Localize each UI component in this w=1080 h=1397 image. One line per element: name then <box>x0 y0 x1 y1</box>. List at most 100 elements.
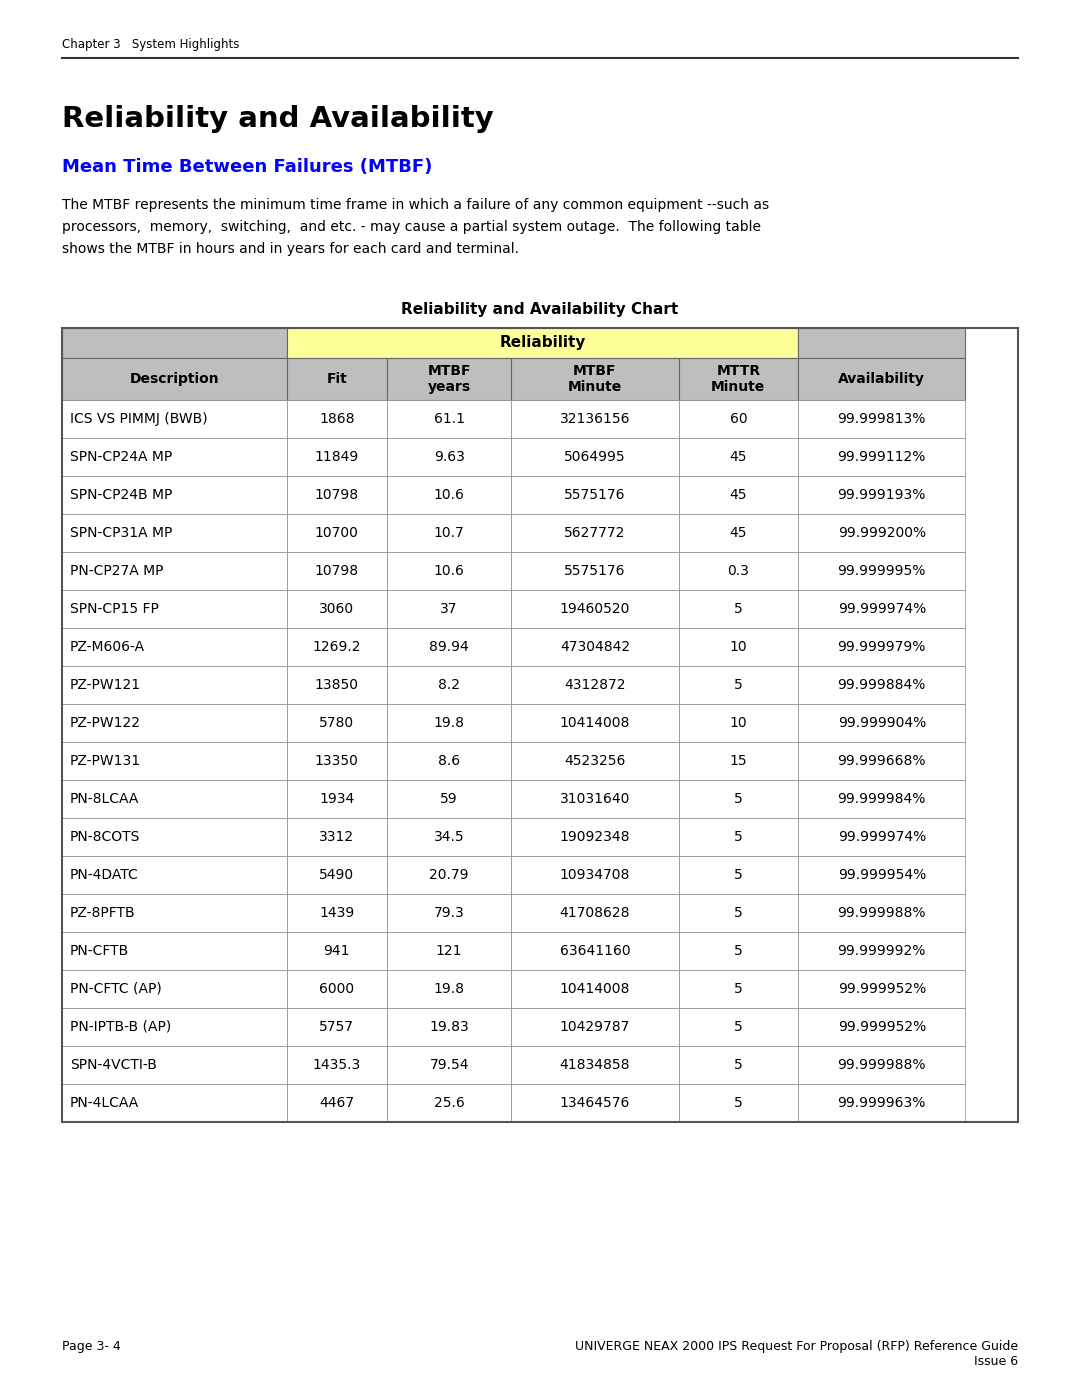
Bar <box>678 552 798 590</box>
Text: Availability: Availability <box>838 372 926 386</box>
Bar <box>798 742 966 780</box>
Text: The MTBF represents the minimum time frame in which a failure of any common equi: The MTBF represents the minimum time fra… <box>62 198 769 212</box>
Bar <box>678 856 798 894</box>
Bar <box>678 819 798 856</box>
Text: ICS VS PIMMJ (BWB): ICS VS PIMMJ (BWB) <box>70 412 207 426</box>
Text: PZ-PW121: PZ-PW121 <box>70 678 141 692</box>
Text: 0.3: 0.3 <box>728 564 750 578</box>
Bar <box>62 358 286 400</box>
Bar <box>798 439 966 476</box>
Text: 45: 45 <box>730 488 747 502</box>
Bar <box>678 970 798 1009</box>
Text: 99.999963%: 99.999963% <box>838 1097 926 1111</box>
Bar <box>286 894 387 932</box>
Text: UNIVERGE NEAX 2000 IPS Request For Proposal (RFP) Reference Guide
Issue 6: UNIVERGE NEAX 2000 IPS Request For Propo… <box>575 1340 1018 1368</box>
Text: 5: 5 <box>734 830 743 844</box>
Text: 13350: 13350 <box>315 754 359 768</box>
Bar <box>286 358 387 400</box>
Text: 5757: 5757 <box>320 1020 354 1034</box>
Bar <box>387 742 511 780</box>
Text: 99.999668%: 99.999668% <box>837 754 926 768</box>
Text: 99.999992%: 99.999992% <box>838 944 926 958</box>
Text: 8.2: 8.2 <box>438 678 460 692</box>
Bar <box>62 629 286 666</box>
Text: 10798: 10798 <box>314 564 359 578</box>
Text: 19460520: 19460520 <box>559 602 630 616</box>
Bar <box>511 666 678 704</box>
Bar <box>798 476 966 514</box>
Bar <box>62 704 286 742</box>
Text: PZ-M606-A: PZ-M606-A <box>70 640 145 654</box>
Text: 20.79: 20.79 <box>430 868 469 882</box>
Text: 89.94: 89.94 <box>430 640 469 654</box>
Bar <box>678 476 798 514</box>
Text: PZ-PW131: PZ-PW131 <box>70 754 141 768</box>
Bar <box>62 590 286 629</box>
Bar <box>387 1046 511 1084</box>
Text: 5780: 5780 <box>320 717 354 731</box>
Text: MTTR
Minute: MTTR Minute <box>712 363 766 394</box>
Bar <box>62 970 286 1009</box>
Text: 5: 5 <box>734 868 743 882</box>
Text: 99.999954%: 99.999954% <box>838 868 926 882</box>
Text: 5575176: 5575176 <box>564 488 625 502</box>
Bar <box>62 328 1018 1122</box>
Text: 45: 45 <box>730 527 747 541</box>
Bar <box>286 1046 387 1084</box>
Bar <box>286 742 387 780</box>
Text: 10.6: 10.6 <box>434 564 464 578</box>
Text: 1868: 1868 <box>319 412 354 426</box>
Bar <box>387 400 511 439</box>
Bar <box>286 552 387 590</box>
Text: PZ-8PFTB: PZ-8PFTB <box>70 907 136 921</box>
Text: Mean Time Between Failures (MTBF): Mean Time Between Failures (MTBF) <box>62 158 432 176</box>
Bar <box>387 666 511 704</box>
Bar <box>387 780 511 819</box>
Bar <box>798 590 966 629</box>
Bar <box>798 970 966 1009</box>
Text: 5: 5 <box>734 1058 743 1071</box>
Text: 5490: 5490 <box>320 868 354 882</box>
Bar <box>387 590 511 629</box>
Bar <box>62 514 286 552</box>
Text: 5: 5 <box>734 1020 743 1034</box>
Text: 15: 15 <box>730 754 747 768</box>
Bar <box>678 894 798 932</box>
Text: 13464576: 13464576 <box>559 1097 630 1111</box>
Text: processors,  memory,  switching,  and etc. - may cause a partial system outage. : processors, memory, switching, and etc. … <box>62 219 761 235</box>
Bar <box>798 704 966 742</box>
Bar <box>286 400 387 439</box>
Text: 5: 5 <box>734 678 743 692</box>
Text: 9.63: 9.63 <box>434 450 464 464</box>
Bar <box>678 742 798 780</box>
Text: 19.83: 19.83 <box>430 1020 469 1034</box>
Text: 4312872: 4312872 <box>564 678 625 692</box>
Text: Reliability and Availability Chart: Reliability and Availability Chart <box>402 302 678 317</box>
Bar <box>798 666 966 704</box>
Text: SPN-CP24B MP: SPN-CP24B MP <box>70 488 173 502</box>
Text: 25.6: 25.6 <box>434 1097 464 1111</box>
Text: 99.999995%: 99.999995% <box>838 564 926 578</box>
Bar <box>387 629 511 666</box>
Text: 99.999979%: 99.999979% <box>838 640 926 654</box>
Bar <box>678 1046 798 1084</box>
Text: SPN-CP15 FP: SPN-CP15 FP <box>70 602 159 616</box>
Bar <box>286 704 387 742</box>
Bar <box>387 439 511 476</box>
Bar <box>798 552 966 590</box>
Bar <box>511 590 678 629</box>
Bar <box>62 819 286 856</box>
Text: 19.8: 19.8 <box>434 717 464 731</box>
Text: 5064995: 5064995 <box>564 450 625 464</box>
Text: 11849: 11849 <box>314 450 359 464</box>
Text: Page 3- 4: Page 3- 4 <box>62 1340 121 1354</box>
Text: Reliability: Reliability <box>499 335 585 351</box>
Text: PZ-PW122: PZ-PW122 <box>70 717 141 731</box>
Text: MTBF
years: MTBF years <box>428 363 471 394</box>
Bar <box>62 1046 286 1084</box>
Bar <box>511 1084 678 1122</box>
Bar <box>62 328 286 358</box>
Text: 121: 121 <box>436 944 462 958</box>
Text: 6000: 6000 <box>320 982 354 996</box>
Bar <box>511 358 678 400</box>
